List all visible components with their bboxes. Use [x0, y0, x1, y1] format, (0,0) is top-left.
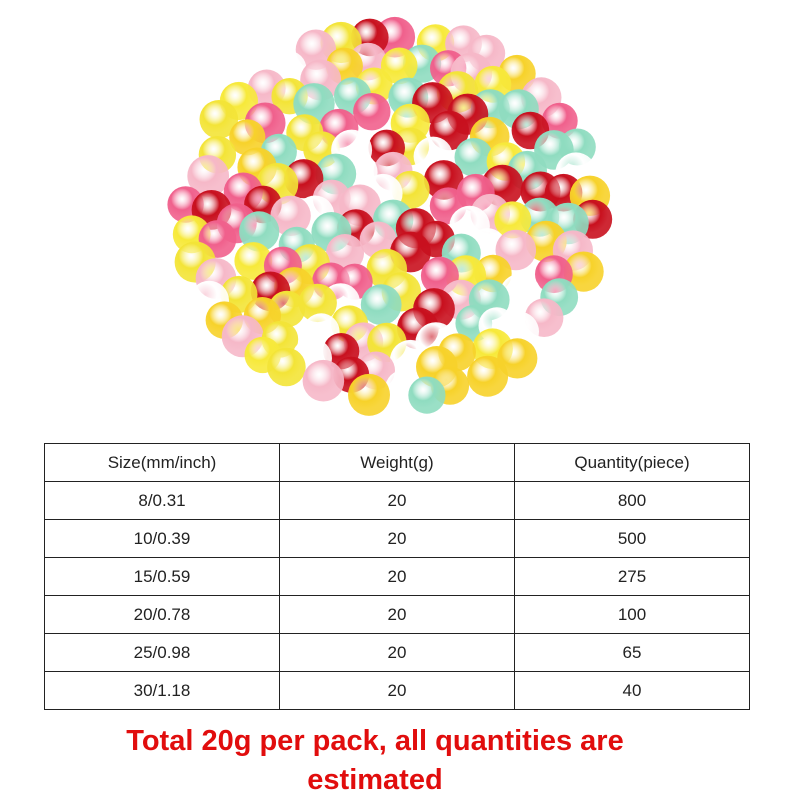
pompom-ball: [229, 119, 266, 156]
pompom-ball: [239, 211, 280, 252]
pompom-ball: [497, 338, 538, 379]
weight-cell: 20: [279, 481, 515, 520]
pompom-ball: [454, 138, 494, 177]
size-cell: 25/0.98: [44, 633, 280, 672]
pompom-ball: [326, 234, 364, 272]
weight-cell: 20: [279, 633, 515, 672]
pompom-ball: [267, 347, 306, 387]
pompom-ball: [348, 373, 390, 416]
header-size: Size(mm/inch): [44, 443, 280, 482]
table-header-row: Size(mm/inch) Weight(g) Quantity(piece): [44, 443, 750, 482]
total-weight-note: Total 20g per pack, all quantities are e…: [0, 722, 750, 800]
table-row: 30/1.18 20 40: [44, 671, 750, 710]
pompom-ball: [541, 102, 578, 139]
weight-cell: 20: [279, 519, 515, 558]
pompom-ball: [270, 195, 311, 236]
pompom-ball: [187, 155, 230, 197]
weight-cell: 20: [279, 557, 515, 596]
size-quantity-table: Size(mm/inch) Weight(g) Quantity(piece) …: [44, 443, 750, 710]
pompom-ball: [293, 83, 335, 125]
size-cell: 20/0.78: [44, 595, 280, 634]
quantity-cell: 500: [514, 519, 750, 558]
pompom-ball: [467, 355, 509, 397]
note-line-2: estimated: [307, 764, 443, 796]
pompom-pile-image: [167, 16, 613, 416]
note-line-1: Total 20g per pack, all quantities are: [126, 725, 624, 757]
pompom-ball: [380, 47, 418, 85]
quantity-cell: 800: [514, 481, 750, 520]
size-cell: 10/0.39: [44, 519, 280, 558]
header-weight: Weight(g): [279, 443, 515, 482]
pompom-ball: [234, 242, 273, 280]
quantity-cell: 275: [514, 557, 750, 596]
pompom-ball: [353, 93, 391, 131]
quantity-cell: 100: [514, 595, 750, 634]
table-row: 15/0.59 20 275: [44, 557, 750, 596]
quantity-cell: 40: [514, 671, 750, 710]
pompom-ball: [563, 251, 604, 292]
size-cell: 8/0.31: [44, 481, 280, 520]
quantity-cell: 65: [514, 633, 750, 672]
table-row: 20/0.78 20 100: [44, 595, 750, 634]
table-row: 25/0.98 20 65: [44, 633, 750, 672]
size-cell: 15/0.59: [44, 557, 280, 596]
table-row: 10/0.39 20 500: [44, 519, 750, 558]
weight-cell: 20: [279, 671, 515, 710]
pompom-ball: [199, 100, 239, 139]
pompom-ball: [494, 201, 532, 239]
pompom-ball: [408, 376, 446, 414]
pompom-ball: [295, 29, 337, 70]
size-cell: 30/1.18: [44, 671, 280, 710]
pompom-ball: [302, 359, 345, 402]
header-quantity: Quantity(piece): [514, 443, 750, 482]
pompom-ball: [298, 283, 337, 323]
weight-cell: 20: [279, 595, 515, 634]
pompom-ball: [360, 284, 402, 326]
table-row: 8/0.31 20 800: [44, 481, 750, 520]
